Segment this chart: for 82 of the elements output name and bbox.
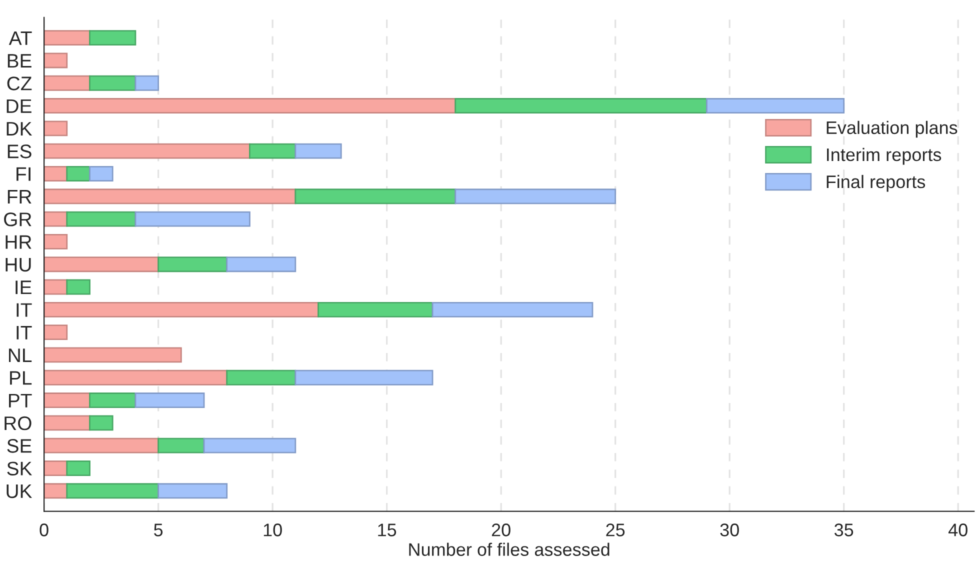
bar — [44, 30, 90, 46]
y-tick-label: IT — [16, 326, 32, 340]
x-tick-label: 30 — [720, 524, 739, 536]
bar — [294, 143, 342, 159]
x-axis-title: Number of files assessed — [409, 542, 610, 556]
legend-label: Interim reports — [827, 148, 942, 165]
bar — [44, 347, 182, 363]
bar — [134, 392, 205, 408]
y-tick-label: BE — [8, 54, 32, 68]
bar — [432, 302, 594, 318]
y-tick-label: PL — [10, 371, 32, 385]
y-tick-label: HU — [6, 258, 31, 272]
bar — [44, 256, 160, 272]
y-tick-label: UK — [6, 484, 32, 498]
bar — [134, 75, 160, 91]
bar — [89, 75, 136, 91]
x-tick-label: 0 — [40, 524, 48, 536]
y-tick-label: HR — [6, 235, 32, 249]
bar — [454, 98, 708, 114]
bar — [294, 370, 434, 386]
x-tick-label: 25 — [606, 524, 625, 536]
bar — [249, 143, 296, 159]
bar — [89, 166, 114, 182]
bar — [66, 211, 136, 227]
bar — [44, 98, 456, 114]
y-tick-label: DK — [6, 122, 32, 136]
bar — [294, 188, 456, 204]
y-tick-label: CZ — [7, 76, 32, 90]
bar — [44, 143, 250, 159]
bar — [44, 438, 160, 454]
bar — [44, 234, 68, 250]
y-tick-label: SE — [7, 439, 32, 453]
y-tick-label: ES — [8, 144, 32, 158]
x-tick-label: 35 — [834, 524, 854, 536]
y-tick-label: SK — [7, 462, 32, 476]
bar — [66, 166, 90, 182]
y-tick-label: AT — [8, 31, 32, 45]
bar — [66, 460, 90, 476]
bar — [318, 302, 434, 318]
bar — [44, 188, 296, 204]
bar — [44, 302, 319, 318]
legend-label: Evaluation plans — [826, 120, 958, 138]
x-tick-label: 40 — [948, 524, 968, 536]
y-tick-label: GR — [4, 212, 32, 226]
bar — [44, 75, 90, 91]
bar — [66, 279, 90, 295]
bar — [44, 460, 68, 476]
bar — [454, 188, 616, 204]
y-tick-label: FR — [8, 190, 32, 204]
bar — [134, 211, 250, 227]
bar — [89, 392, 136, 408]
bar — [158, 483, 228, 499]
y-tick-label: PT — [9, 394, 32, 408]
y-tick-label: FI — [16, 167, 30, 181]
y-tick-label: IE — [16, 280, 32, 294]
bar — [44, 415, 90, 431]
bar — [89, 415, 114, 431]
y-tick-label: RO — [4, 416, 32, 430]
x-tick-label: 20 — [492, 524, 510, 536]
y-tick-label: DE — [6, 99, 32, 113]
y-tick-label: IT — [16, 303, 32, 317]
bar — [158, 438, 205, 454]
y-tick-label: NL — [8, 348, 32, 362]
x-tick-label: 15 — [378, 524, 396, 536]
bar — [226, 256, 296, 272]
bar — [89, 30, 136, 46]
bar — [44, 166, 68, 182]
bar — [44, 370, 228, 386]
bar — [44, 392, 90, 408]
x-tick-label: 10 — [264, 524, 282, 536]
bar — [706, 98, 845, 114]
bar — [44, 52, 68, 68]
bar — [66, 483, 160, 499]
bar — [158, 256, 228, 272]
bar — [203, 438, 296, 454]
x-tick-label: 5 — [154, 524, 163, 536]
bar — [44, 324, 68, 340]
bar — [44, 483, 68, 499]
bar — [226, 370, 296, 386]
bar — [44, 120, 68, 136]
legend-label: Final reports — [826, 174, 926, 192]
bar — [44, 211, 68, 227]
